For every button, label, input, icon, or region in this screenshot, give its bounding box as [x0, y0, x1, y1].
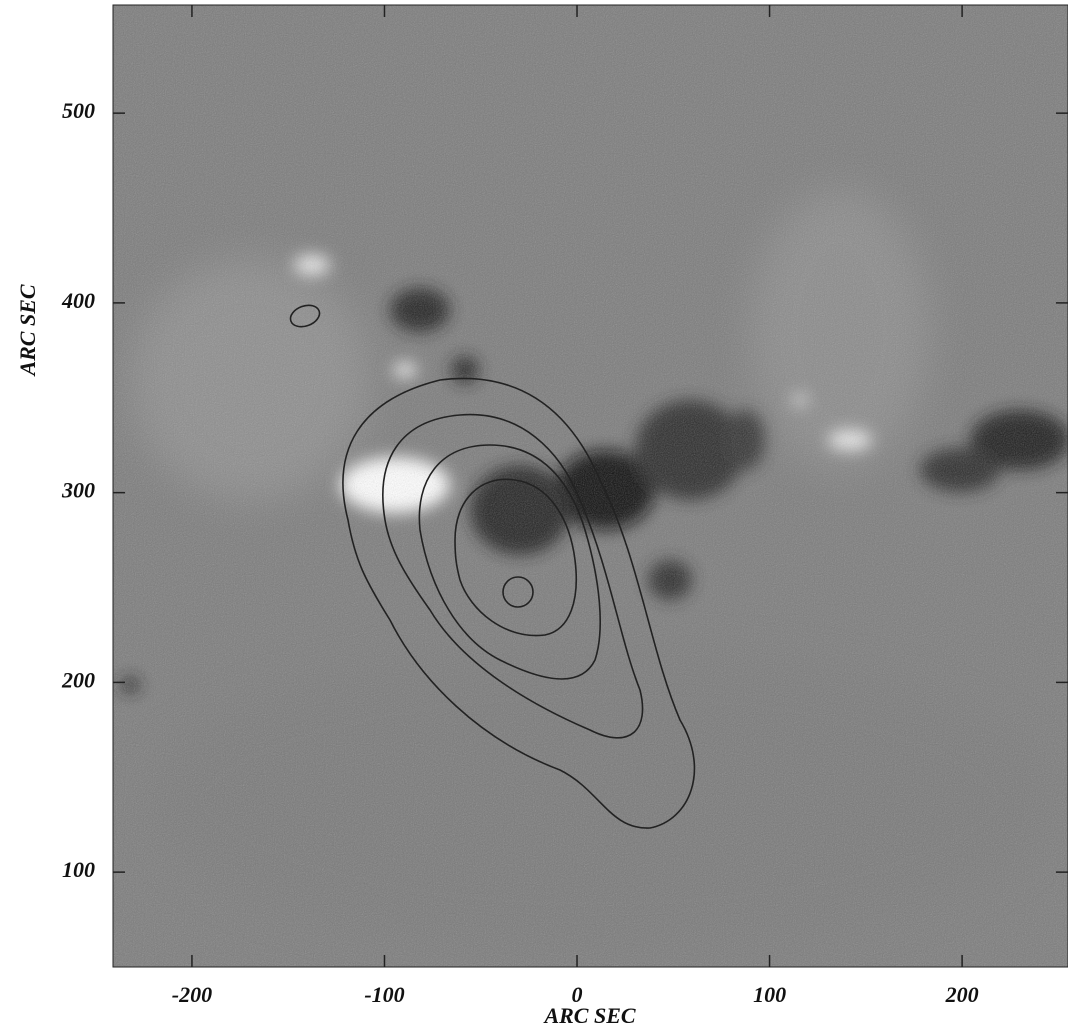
- x-tick-label: 100: [753, 982, 786, 1007]
- x-tick-label: 200: [945, 982, 979, 1007]
- y-tick-label: 200: [61, 667, 95, 692]
- x-tick-label: -200: [172, 982, 212, 1007]
- y-tick-label: 400: [61, 288, 95, 313]
- plot-frame: [112, 4, 1068, 968]
- y-tick-label: 300: [61, 478, 95, 503]
- magnetogram: [113, 5, 1068, 967]
- contours: [289, 304, 696, 829]
- y-tick-label: 100: [62, 857, 95, 882]
- y-tick-label: 500: [62, 98, 95, 123]
- x-axis-label: ARC SEC: [542, 1003, 635, 1028]
- x-tick-label: 0: [572, 982, 583, 1007]
- y-axis-label: ARC SEC: [15, 284, 40, 377]
- x-tick-label: -100: [364, 982, 404, 1007]
